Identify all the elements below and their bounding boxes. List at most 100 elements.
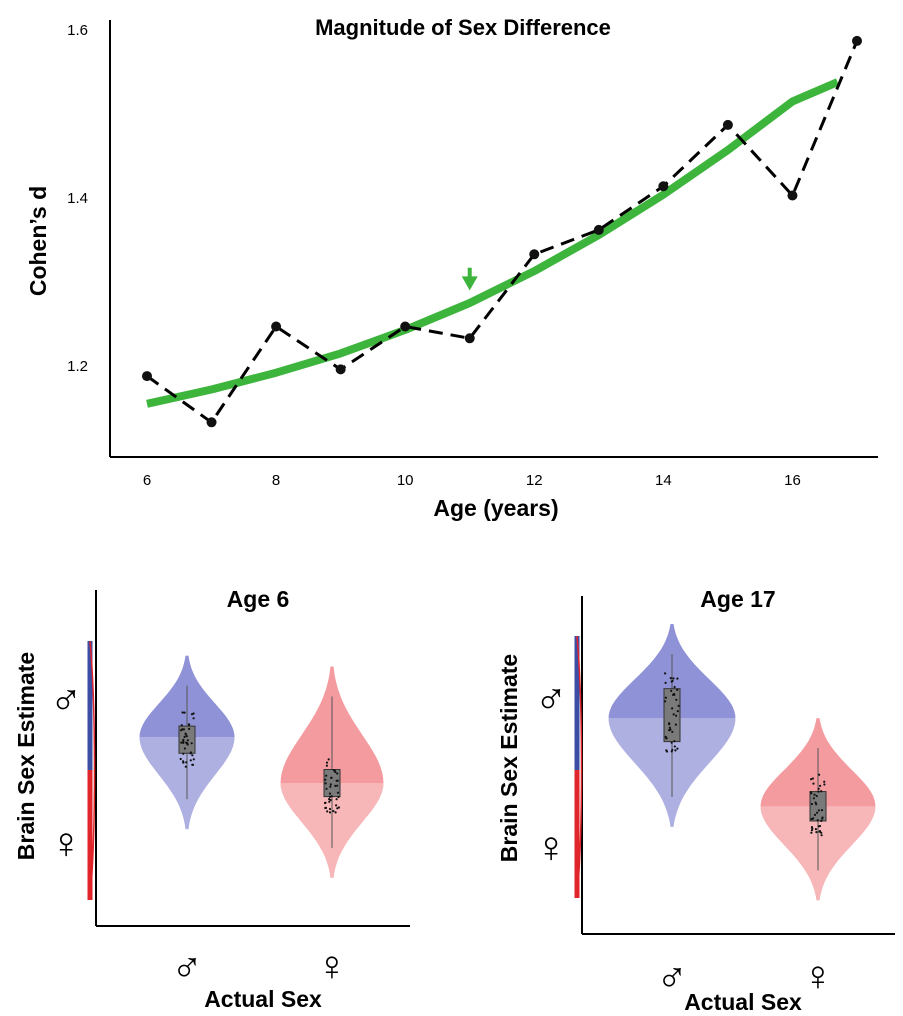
violin-data-point [325,761,329,764]
violin-data-point [182,738,185,741]
violin-data-point [814,828,818,831]
violin-data-point [327,758,330,761]
violin-data-point [181,728,184,731]
violin-data-point [329,783,332,786]
violin-data-point [180,724,183,727]
violin-data-point [328,795,332,799]
violin-data-point [184,732,187,735]
violin-panel-age-17: Age 17 Brain Sex Estimate Actual Sex ♂♀♂… [496,586,895,1015]
violin-data-point [674,723,678,726]
violin-data-point [324,806,328,810]
violin-data-point [672,677,675,680]
violin-data-point [664,700,667,703]
violin-data-point [668,723,671,726]
violin-data-point [330,795,333,798]
arrow-down-icon [461,276,478,291]
cohens-d-point [400,321,411,332]
violin-data-point [334,784,337,788]
violin-data-point [336,772,339,775]
cohens-d-point [852,35,862,46]
violin-data-point [815,794,818,798]
violin-data-point [675,698,678,701]
x-category-female-icon: ♀ [802,952,834,999]
violin-data-point [817,787,820,790]
violin-data-point [328,798,331,801]
violin-data-point [337,795,340,799]
violin-panel-age-6: Age 6 Brain Sex Estimate Actual Sex ♂ ♀ ♂ ♀ [13,586,410,1012]
violin-data-point [823,783,826,786]
violin-data-point [180,741,183,744]
violin-age-17-content: ♂ ♀ ♂ ♀ [535,624,876,999]
violin-data-point [820,809,824,812]
cohens-d-line [146,40,859,425]
violin-data-point [665,749,668,752]
violin-data-point [182,752,185,755]
violin-data-point [336,784,339,787]
line-chart-x-tick-label: 8 [272,472,280,489]
violin-data-point [813,813,817,817]
violin-age-6-x-label: Actual Sex [204,986,322,1012]
violin-data-point [664,696,668,699]
violin-data-point [817,790,820,793]
violin-data-point [186,739,189,742]
violin-male [139,655,235,830]
line-chart-x-tick-label: 10 [397,472,414,489]
violin-age-6-title: Age 6 [227,586,290,612]
violin-box [663,688,681,743]
violin-data-point [187,723,191,727]
violin-data-point [670,680,673,683]
violin-data-point [336,779,339,782]
line-chart-series [142,35,862,428]
violin-data-point [672,713,675,716]
violin-data-point [334,811,337,814]
cohens-d-point [464,333,475,344]
violin-data-point [336,791,340,794]
violin-data-point [820,834,823,837]
violin-data-point [323,801,327,805]
violin-female [760,718,876,901]
violin-data-point [816,819,819,822]
violin-data-point [183,735,186,739]
trend-line [146,78,840,408]
violin-data-point [669,728,672,731]
violin-box [809,791,827,822]
violin-age-17-title: Age 17 [700,586,775,612]
violin-data-point [182,740,185,743]
x-category-male-icon: ♂ [656,952,688,999]
female-symbol-icon: ♀ [50,819,83,868]
scale-bar-taper [576,635,583,899]
violin-data-point [328,800,331,803]
violin-data-point [818,773,821,776]
violin-data-point [324,778,327,781]
line-chart-x-tick-label: 6 [143,472,151,489]
violin-data-point [815,831,818,834]
violin-data-point [191,754,194,757]
violin-data-point [325,774,328,777]
violin-data-point [183,747,186,750]
scale-bar-taper [89,640,96,901]
violin-data-point [190,742,193,745]
violin-data-point [324,782,327,785]
violin-data-point [673,693,676,696]
violin-data-point [821,816,824,819]
violin-data-point [192,717,195,720]
violin-male [608,624,736,827]
line-chart-title: Magnitude of Sex Difference [315,15,611,40]
violin-data-point [188,727,191,731]
violin-data-point [673,740,676,743]
violin-data-point [673,745,676,748]
male-symbol-icon: ♂ [50,674,83,723]
violin-data-point [676,688,679,692]
male-symbol-icon: ♂ [535,673,568,722]
line-chart-x-label: Age (years) [433,495,558,521]
violin-data-point [328,811,332,814]
x-category-female-icon: ♀ [316,942,348,989]
violin-data-point [190,713,194,716]
violin-data-point [183,711,186,714]
violin-data-point [335,798,338,801]
violin-data-point [820,819,823,823]
violin-data-point [810,802,814,806]
violin-data-point [817,809,821,812]
violin-data-point [823,780,826,783]
line-chart-x-tick-label: 14 [655,472,672,489]
